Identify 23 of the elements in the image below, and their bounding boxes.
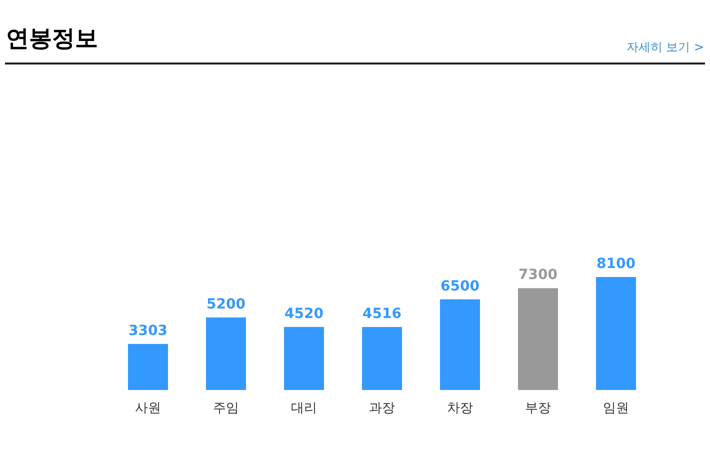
text: 자세히 보기 > — [626, 40, 704, 54]
x-tick-label: 차장 — [447, 401, 473, 416]
x-tick-label: 주임 — [213, 401, 239, 416]
x-tick-label: 임원 — [603, 401, 629, 416]
data-label: 8100 — [596, 256, 636, 272]
bar — [596, 277, 636, 390]
data-label: 5200 — [206, 296, 246, 312]
data-label: 4520 — [284, 306, 324, 322]
x-tick-label: 부장 — [525, 401, 551, 416]
data-label: 7300 — [518, 267, 558, 284]
bar — [206, 317, 246, 390]
data-label: 6500 — [440, 278, 480, 294]
chart-title: 연봉정보 — [6, 26, 98, 52]
bar — [518, 288, 558, 390]
data-label: 3303 — [128, 322, 168, 339]
data-label: 4516 — [362, 306, 402, 322]
bar — [284, 326, 324, 390]
x-tick-label: 과장 — [369, 401, 395, 416]
bar — [128, 344, 168, 390]
bar — [440, 299, 480, 390]
bar — [362, 327, 402, 390]
x-tick-label: 대리 — [291, 401, 317, 416]
x-tick-label: 사원 — [135, 401, 161, 416]
